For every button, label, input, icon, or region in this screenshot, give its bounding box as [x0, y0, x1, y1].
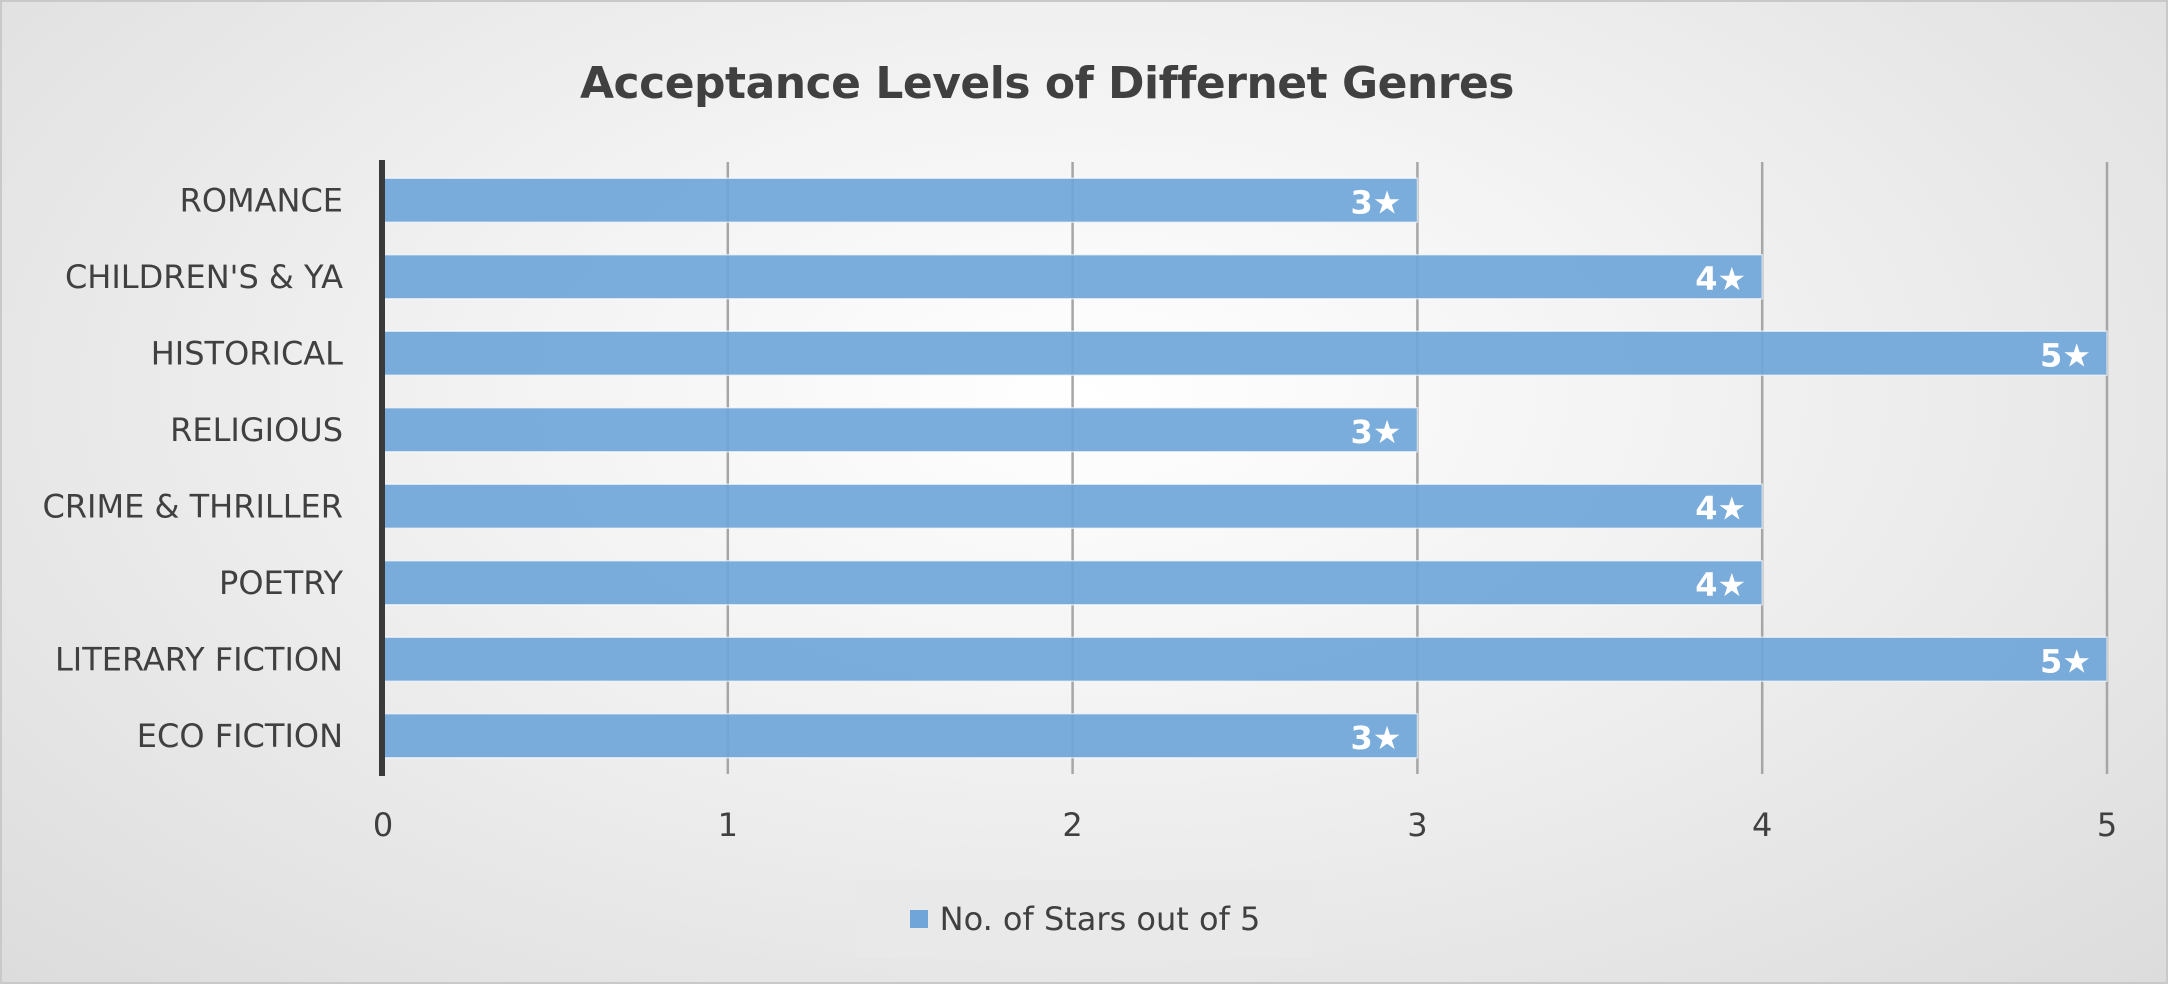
bar-data-label: 5★: [2040, 336, 2091, 374]
y-category-label: CHILDREN'S & YA: [65, 258, 343, 296]
y-category-label: CRIME & THRILLER: [42, 487, 343, 525]
y-category-label: ECO FICTION: [137, 717, 343, 755]
y-category-label: ROMANCE: [180, 181, 343, 219]
bar: [382, 330, 2108, 376]
x-tick-label: 2: [1062, 806, 1082, 844]
y-category-label: POETRY: [219, 564, 343, 602]
x-tick-label: 1: [718, 806, 738, 844]
bar-data-label: 4★: [1695, 566, 1746, 604]
legend: No. of Stars out of 5: [857, 880, 1313, 958]
bar: [382, 407, 1419, 453]
bar: [382, 713, 1419, 759]
bar-data-label: 3★: [1350, 183, 1401, 221]
bar-data-label: 3★: [1350, 719, 1401, 757]
x-tick-label: 5: [2097, 806, 2117, 844]
x-tick-label: 0: [373, 806, 393, 844]
x-tick-label: 4: [1752, 806, 1772, 844]
bar-data-label: 4★: [1695, 489, 1746, 527]
y-category-label: HISTORICAL: [151, 334, 343, 372]
bar: [382, 254, 1763, 300]
bar-data-label: 4★: [1695, 260, 1746, 298]
legend-label: No. of Stars out of 5: [939, 900, 1261, 938]
y-category-label: RELIGIOUS: [170, 411, 343, 449]
x-tick-label: 3: [1407, 806, 1427, 844]
chart-title: Acceptance Levels of Differnet Genres: [580, 58, 1515, 109]
legend-swatch: [909, 910, 928, 928]
bar-data-label: 3★: [1350, 413, 1401, 451]
bar: [382, 560, 1763, 606]
bar: [382, 177, 1419, 223]
bar: [382, 483, 1763, 529]
bar-data-label: 5★: [2040, 642, 2091, 680]
y-category-label: LITERARY FICTION: [55, 640, 343, 678]
bar: [382, 636, 2108, 682]
